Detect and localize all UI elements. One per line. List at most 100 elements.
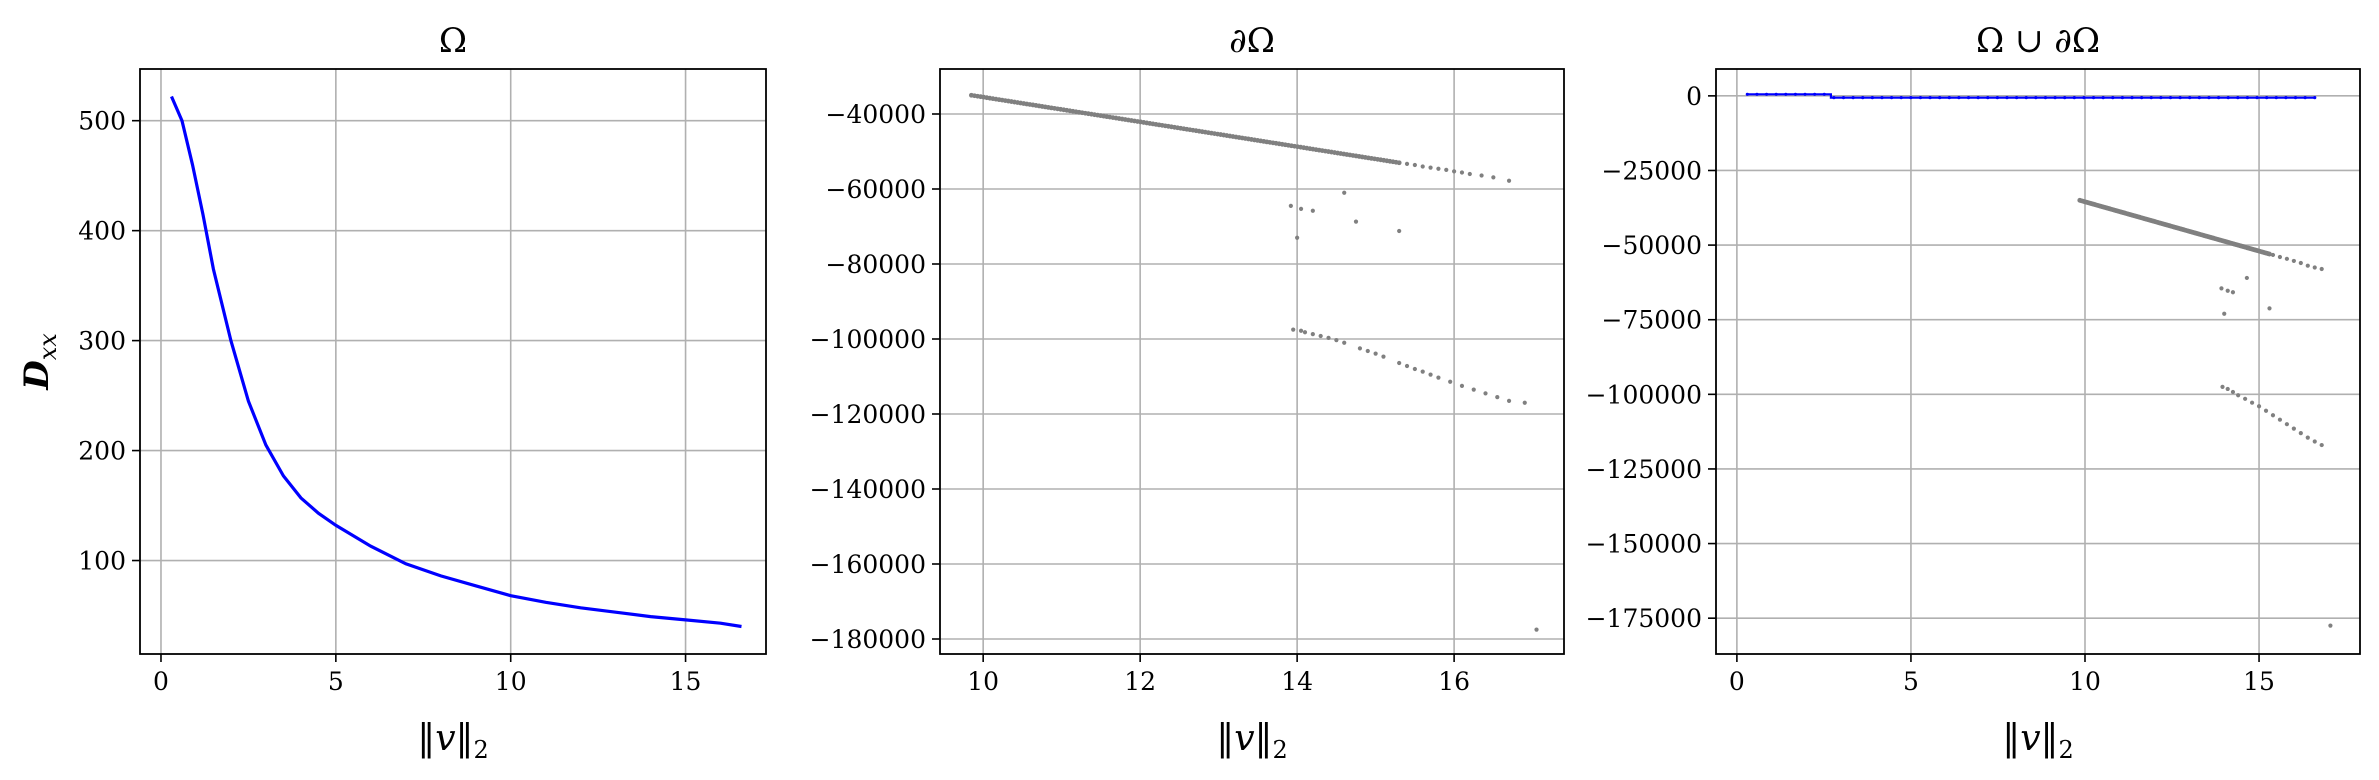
data-point <box>1310 208 1315 213</box>
data-point <box>1420 369 1425 374</box>
data-point <box>2291 426 2296 431</box>
x-tick-label: 14 <box>1281 667 1313 696</box>
data-point <box>2015 96 2019 100</box>
data-point <box>1784 92 1788 96</box>
data-point <box>1448 379 1453 384</box>
data-point <box>2277 417 2283 422</box>
data-point <box>2284 422 2289 427</box>
data-point <box>2298 431 2303 436</box>
data-point <box>1880 96 1884 100</box>
data-point <box>2312 265 2317 270</box>
y-tick-label: −160000 <box>810 550 926 579</box>
data-point <box>2226 96 2230 100</box>
data-point <box>1793 92 1798 96</box>
data-point <box>1841 96 1846 100</box>
data-point <box>2207 96 2211 100</box>
y-tick-label: −180000 <box>810 625 926 654</box>
data-point <box>1889 96 1894 100</box>
data-point <box>1491 175 1496 180</box>
data-point <box>2216 96 2221 100</box>
data-point <box>1357 346 1363 351</box>
panel-omega: 0 5 10 15 100 200 300 400 500 Ω ‖v‖2 Dxx <box>17 21 767 764</box>
y-tick-label: −40000 <box>826 100 926 129</box>
data-point <box>2274 96 2278 100</box>
data-point <box>2219 286 2224 291</box>
series-group <box>1745 92 2333 628</box>
data-point <box>2277 254 2283 260</box>
data-point <box>1522 400 1527 405</box>
x-tick-label: 16 <box>1438 667 1470 696</box>
data-point <box>2140 96 2144 100</box>
data-point <box>1326 335 1331 340</box>
data-point <box>1365 348 1370 354</box>
data-point <box>2120 96 2125 100</box>
data-point <box>2101 96 2105 100</box>
x-axis-label: ‖v‖2 <box>2002 718 2074 764</box>
data-point <box>1436 166 1441 171</box>
data-point <box>2270 252 2276 258</box>
data-point <box>2082 96 2086 100</box>
data-point <box>2265 96 2269 100</box>
y-tick-label: 0 <box>1686 82 1702 111</box>
y-axis-label-sub: xx <box>34 333 62 361</box>
y-tick-label: −140000 <box>810 475 926 504</box>
data-point <box>1428 372 1433 377</box>
data-point <box>1995 96 1999 100</box>
x-axis-label-sub: 2 <box>1273 736 1288 764</box>
data-point <box>2197 96 2201 100</box>
data-point <box>1452 169 1457 174</box>
series-group <box>968 92 1539 632</box>
data-point <box>2230 290 2236 295</box>
y-tick-label: 400 <box>78 217 126 246</box>
data-point <box>1342 340 1347 345</box>
data-point <box>1459 383 1465 388</box>
data-point <box>1444 167 1449 172</box>
y-tick-label: −100000 <box>810 325 926 354</box>
data-point <box>2270 413 2276 418</box>
data-point <box>1928 96 1932 100</box>
data-point <box>1291 327 1296 332</box>
data-point <box>2225 386 2230 392</box>
x-axis-label: ‖v‖2 <box>1216 718 1288 764</box>
x-axis-label-main: ‖v‖ <box>2002 718 2058 759</box>
x-tick-label: 0 <box>1729 667 1745 696</box>
data-point <box>2244 275 2249 281</box>
y-tick-label: 300 <box>78 327 126 356</box>
data-point <box>1899 96 1903 100</box>
data-point <box>2303 96 2307 100</box>
x-axis-label: ‖v‖2 <box>417 718 489 764</box>
data-point <box>2319 266 2324 272</box>
x-tick-label: 0 <box>153 667 169 696</box>
y-tick-label: −175000 <box>1586 604 1702 633</box>
data-point <box>2034 96 2038 100</box>
y-tick-label: 100 <box>78 547 126 576</box>
data-point <box>2249 400 2255 405</box>
data-point <box>2284 96 2288 100</box>
data-point <box>1397 360 1402 366</box>
data-point <box>2236 96 2240 100</box>
series-group <box>170 95 742 629</box>
data-point <box>2230 389 2236 395</box>
y-tick-label: −150000 <box>1586 530 1702 559</box>
data-point <box>1298 328 1304 333</box>
data-point <box>2312 439 2317 444</box>
y-tick-label: 500 <box>78 107 126 136</box>
data-point <box>1976 96 1980 100</box>
data-point <box>2255 96 2259 100</box>
chart-title: ∂Ω <box>1229 21 1275 61</box>
data-point <box>1803 92 1807 96</box>
data-point <box>1295 235 1300 240</box>
y-tick-label: −60000 <box>826 175 926 204</box>
data-point <box>1506 398 1512 403</box>
data-point <box>2319 442 2324 448</box>
data-point <box>2284 256 2289 261</box>
data-point <box>1373 351 1378 356</box>
data-point <box>2267 306 2272 311</box>
data-point <box>1957 96 1961 100</box>
data-point <box>1755 92 1759 96</box>
y-tick-label: −100000 <box>1586 380 1702 409</box>
data-point <box>1861 96 1865 100</box>
data-point <box>2328 623 2333 628</box>
data-point <box>2091 96 2096 100</box>
data-point <box>1745 92 1749 96</box>
